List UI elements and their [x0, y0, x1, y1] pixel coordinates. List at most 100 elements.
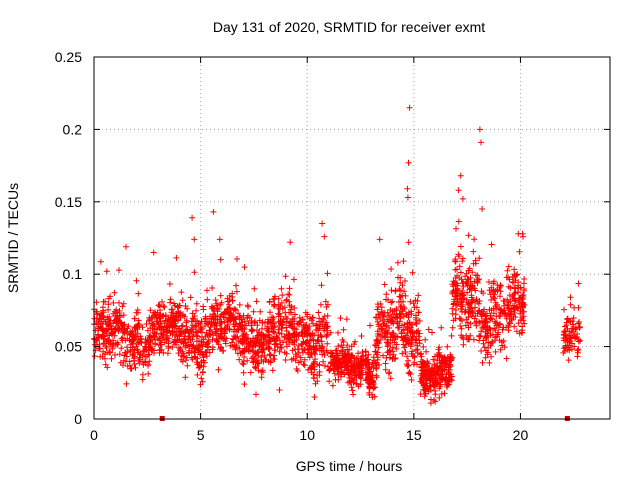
data-point [257, 308, 264, 315]
data-point [198, 375, 205, 382]
data-point [444, 343, 451, 350]
data-point [413, 304, 420, 311]
data-point [114, 341, 121, 348]
data-point [193, 307, 200, 314]
data-point [335, 376, 342, 383]
data-point [459, 255, 466, 262]
data-point [469, 308, 476, 315]
data-point [276, 330, 283, 337]
data-point [358, 333, 365, 339]
data-point [188, 324, 195, 331]
data-point [389, 308, 396, 315]
data-point [465, 232, 472, 239]
data-point [387, 375, 394, 382]
data-point [469, 269, 476, 276]
data-point [260, 369, 266, 376]
data-point [283, 324, 290, 331]
data-point [503, 315, 510, 322]
data-point [335, 329, 341, 336]
data-point [271, 347, 278, 354]
data-point [298, 358, 304, 365]
data-point [149, 325, 156, 332]
data-point [570, 321, 577, 328]
data-point [397, 279, 404, 286]
data-point [516, 248, 523, 255]
data-point [335, 343, 342, 350]
data-point [488, 241, 495, 248]
data-point [283, 318, 290, 325]
data-point [438, 375, 445, 382]
data-point [262, 319, 268, 326]
data-point [165, 343, 172, 350]
data-point [276, 348, 283, 355]
data-point [504, 267, 511, 274]
data-point [322, 321, 329, 328]
data-point [388, 287, 395, 294]
data-point [311, 331, 318, 338]
data-point [425, 326, 432, 333]
data-point [309, 351, 315, 357]
data-point [157, 311, 164, 318]
data-point [436, 349, 443, 356]
data-point [234, 256, 240, 262]
data-point [505, 283, 512, 290]
data-point [344, 342, 351, 349]
data-point [333, 347, 340, 354]
data-point [464, 289, 471, 296]
y-tick-label: 0.2 [63, 121, 83, 137]
data-point [217, 292, 224, 299]
data-point [134, 326, 141, 333]
data-point [313, 327, 320, 334]
data-point [162, 312, 169, 319]
data-point [457, 305, 464, 312]
data-point [259, 349, 266, 356]
data-point [261, 333, 268, 340]
data-point [176, 302, 183, 309]
data-point [255, 348, 262, 355]
data-point [200, 352, 207, 359]
data-point [512, 314, 519, 320]
data-point [326, 378, 333, 385]
data-point [425, 385, 432, 392]
data-point [448, 332, 455, 339]
data-point [575, 336, 582, 343]
data-point [145, 370, 152, 377]
data-point [382, 328, 389, 334]
data-point [105, 336, 111, 343]
data-point [457, 323, 464, 329]
data-point [266, 298, 273, 305]
data-point [370, 381, 377, 387]
data-point [383, 354, 390, 361]
data-point [272, 340, 279, 347]
data-point [107, 317, 114, 324]
data-point [226, 326, 233, 332]
data-point [110, 299, 117, 306]
data-point [379, 325, 386, 332]
data-point [258, 374, 265, 381]
data-point [281, 304, 288, 311]
data-point [472, 260, 479, 267]
data-point [453, 287, 460, 294]
data-point [387, 334, 394, 341]
data-point [243, 345, 250, 352]
data-point [521, 301, 528, 308]
data-point [133, 333, 140, 340]
data-point [115, 328, 122, 335]
data-point [454, 282, 461, 289]
data-point [458, 325, 465, 332]
data-point [457, 269, 464, 276]
data-point [399, 308, 406, 315]
data-point [515, 289, 522, 296]
data-point [481, 344, 488, 351]
data-point [177, 346, 184, 352]
data-point [146, 332, 153, 339]
data-point [441, 390, 448, 397]
data-point [483, 310, 490, 317]
data-point [253, 298, 260, 305]
data-point [568, 334, 575, 341]
data-point [562, 323, 568, 330]
data-point [397, 304, 404, 311]
data-point [335, 365, 342, 372]
